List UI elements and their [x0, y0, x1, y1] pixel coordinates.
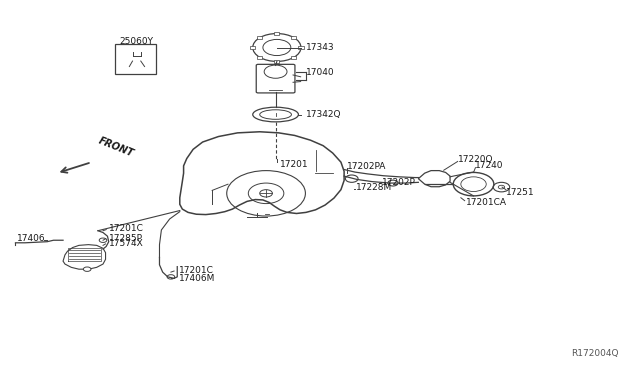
Text: 17240: 17240	[476, 161, 504, 170]
Text: 17342Q: 17342Q	[306, 110, 342, 119]
Circle shape	[167, 275, 175, 279]
FancyBboxPatch shape	[257, 56, 262, 59]
FancyBboxPatch shape	[257, 36, 262, 39]
Text: 17251: 17251	[506, 188, 534, 197]
FancyBboxPatch shape	[275, 60, 280, 63]
Circle shape	[99, 238, 107, 243]
Text: 17201C: 17201C	[179, 266, 214, 275]
Text: 17202PA: 17202PA	[348, 162, 387, 171]
FancyBboxPatch shape	[250, 46, 255, 49]
Text: 17285P: 17285P	[109, 234, 143, 243]
FancyBboxPatch shape	[275, 32, 280, 35]
FancyBboxPatch shape	[291, 56, 296, 59]
FancyBboxPatch shape	[298, 46, 303, 49]
Text: 17040: 17040	[306, 68, 335, 77]
Bar	[115, 44, 156, 74]
Text: 17406: 17406	[17, 234, 45, 243]
Text: 17201C: 17201C	[109, 224, 144, 233]
FancyBboxPatch shape	[291, 36, 296, 39]
Text: 17202P: 17202P	[382, 178, 416, 187]
Circle shape	[83, 267, 91, 272]
Text: 17201: 17201	[280, 160, 308, 169]
Text: FRONT: FRONT	[97, 136, 135, 159]
Text: 17406M: 17406M	[179, 274, 216, 283]
Text: 17201CA: 17201CA	[466, 198, 507, 207]
Text: 25060Y: 25060Y	[119, 37, 153, 46]
Text: 17220Q: 17220Q	[458, 155, 493, 164]
Text: R172004Q: R172004Q	[571, 349, 618, 358]
Text: 17343: 17343	[306, 44, 335, 52]
Text: 17228M: 17228M	[356, 183, 392, 192]
Text: 17574X: 17574X	[109, 240, 144, 248]
